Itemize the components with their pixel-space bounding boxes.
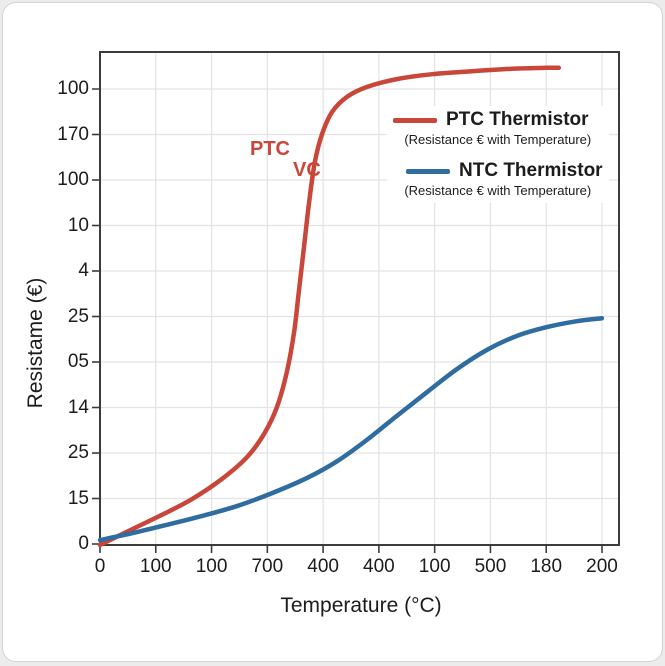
x-tick-label: 700 [251,556,284,577]
ntc-legend-subtitle: (Resistance € with Temperature) [404,183,592,198]
y-tick-label: 170 [57,123,89,145]
legend-entry-ptc: PTC Thermistor [393,109,603,131]
x-tick-label: 500 [474,556,507,577]
y-tick-label: 25 [67,305,89,327]
ntc-legend-line-icon [406,168,450,174]
x-axis-title: Temperature (°C) [280,594,442,617]
x-tick-label: 200 [586,556,618,577]
y-tick-label: 14 [67,396,89,418]
vc-curve-label: VC [293,159,321,181]
ptc-legend-line-icon [393,117,437,123]
y-tick-label: 15 [67,487,89,509]
y-tick-label: 10 [67,214,89,236]
x-tick-label: 400 [363,556,395,577]
ptc-legend-label: PTC Thermistor [446,109,589,130]
y-tick-label: 100 [57,78,89,99]
legend-entry-ntc: NTC Thermistor [406,160,603,182]
x-tick-label: 100 [139,556,172,577]
legend: PTC Thermistor (Resistance € with Temper… [387,106,609,203]
x-tick-label: 0 [94,556,106,577]
y-tick-label: 4 [78,260,89,281]
x-tick-label: 100 [418,556,451,577]
y-tick-label: 25 [67,442,89,463]
ptc-legend-subtitle: (Resistance € with Temperature) [404,132,592,147]
y-tick-label: 100 [57,169,89,190]
y-tick-label: 05 [67,351,89,372]
x-tick-label: 400 [307,556,339,577]
ptc-curve-label: PTC [250,138,290,160]
ntc-legend-label: NTC Thermistor [459,160,603,181]
y-tick-label: 0 [78,533,89,554]
x-tick-label: 100 [195,556,228,577]
x-tick-label: 180 [530,556,563,577]
y-axis-title: Resistame (€) [24,277,47,409]
